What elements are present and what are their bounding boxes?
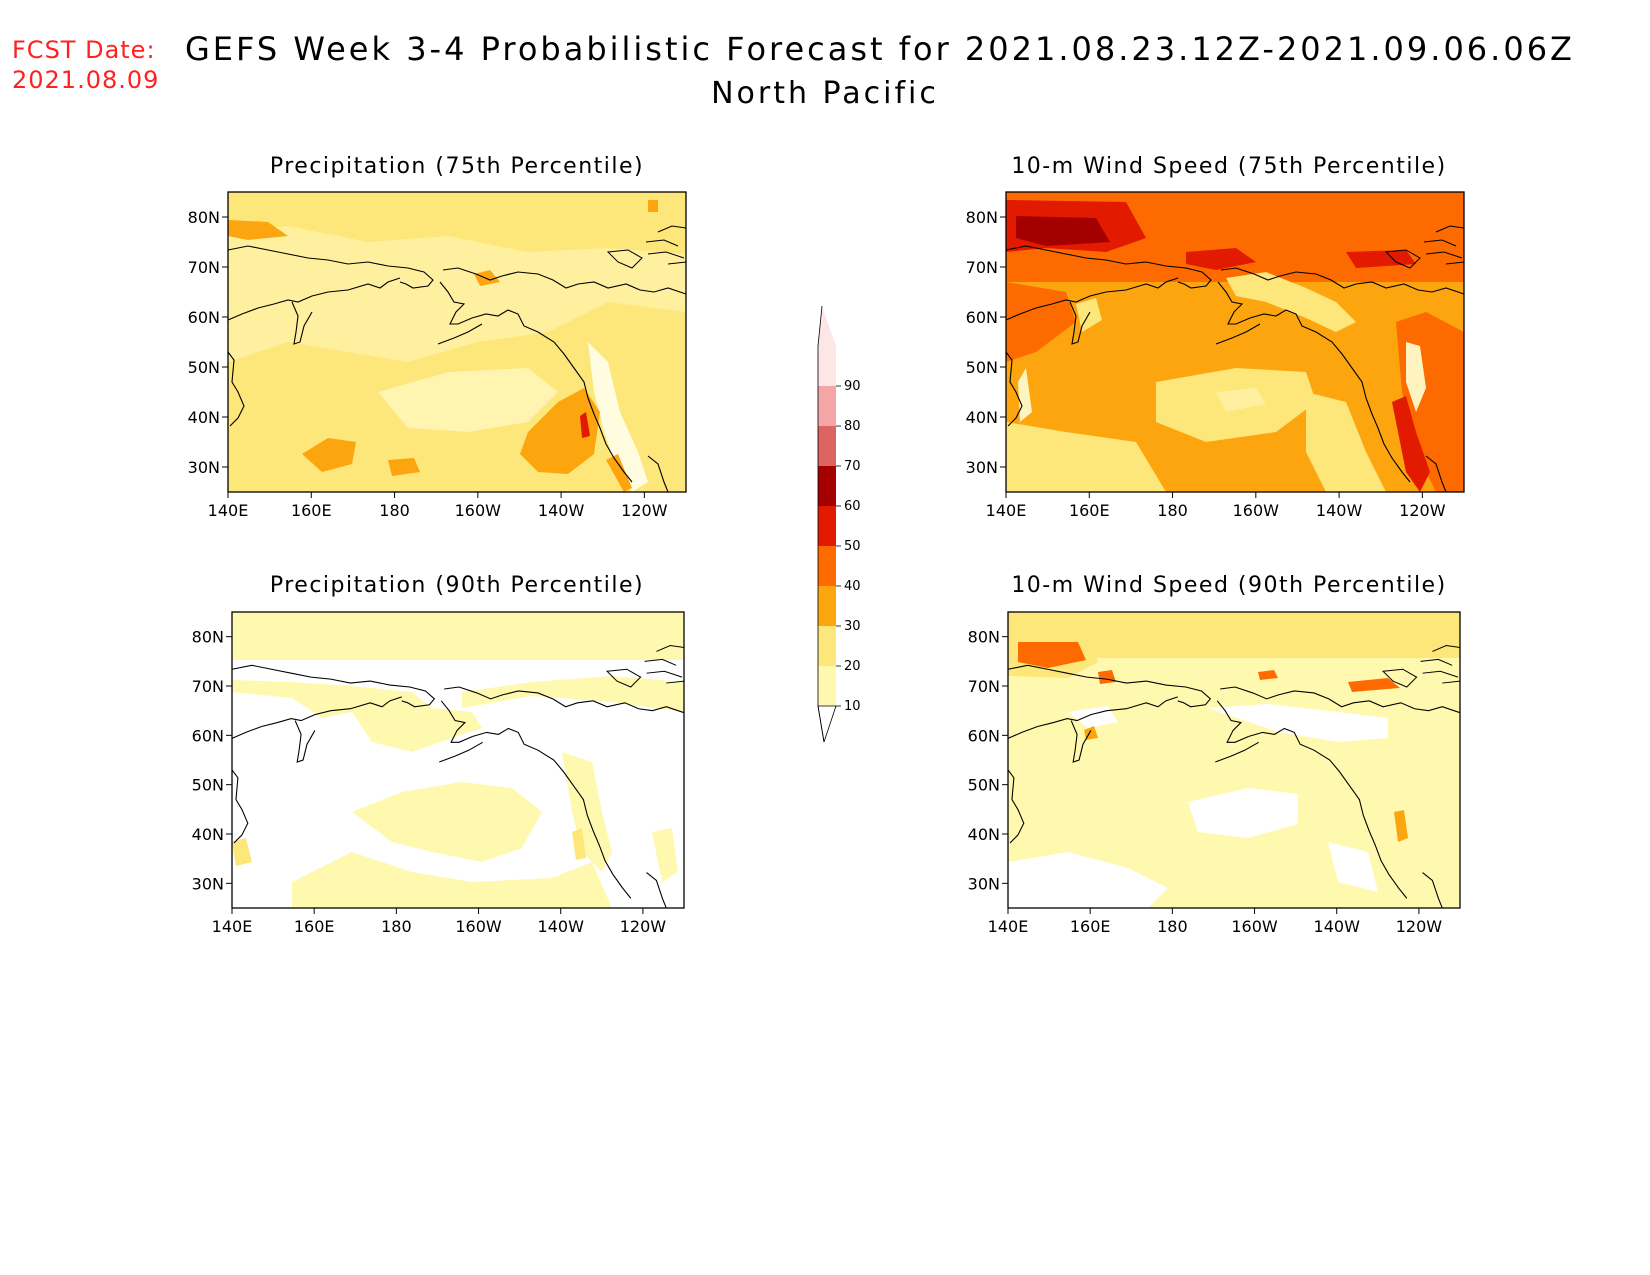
lon-tick-label: 160W <box>1233 501 1280 520</box>
lat-tick-label: 70N <box>968 677 1000 696</box>
lat-tick-label: 80N <box>192 628 224 647</box>
lat-tick-label: 30N <box>188 458 220 477</box>
page-title: GEFS Week 3-4 Probabilistic Forecast for… <box>185 30 1575 68</box>
map-panel-precip75 <box>227 191 687 493</box>
lat-tick-label: 80N <box>188 208 220 227</box>
lon-tick-label: 160W <box>1231 917 1278 936</box>
colorbar-label: 50 <box>844 539 861 554</box>
colorbar-label: 90 <box>844 379 861 394</box>
lat-tick-label: 60N <box>192 726 224 745</box>
lon-tick-label: 140E <box>986 501 1027 520</box>
lat-tick-label: 40N <box>968 825 1000 844</box>
colorbar-label: 30 <box>844 619 861 634</box>
lon-tick-label: 120W <box>1396 917 1443 936</box>
lon-tick-label: 140E <box>212 917 253 936</box>
colorbar-swatch <box>818 666 836 706</box>
lat-tick-label: 40N <box>192 825 224 844</box>
colorbar-top-cap <box>818 306 836 346</box>
colorbar-label: 20 <box>844 659 861 674</box>
panel-title-wind90: 10-m Wind Speed (90th Percentile) <box>1011 573 1447 598</box>
panel-title-precip90: Precipitation (90th Percentile) <box>269 573 645 598</box>
lon-tick-label: 160W <box>455 917 502 936</box>
map-panel-wind90 <box>1007 611 1461 909</box>
lon-tick-label: 140E <box>208 501 249 520</box>
lon-tick-label: 160W <box>455 501 502 520</box>
lon-tick-label: 160E <box>1070 917 1111 936</box>
lon-tick-label: 180 <box>379 501 410 520</box>
colorbar-label: 60 <box>844 499 861 514</box>
lon-tick-label: 140W <box>538 501 585 520</box>
lat-tick-label: 50N <box>192 776 224 795</box>
lon-tick-label: 160E <box>294 917 335 936</box>
map-panel-precip90 <box>231 611 685 909</box>
lat-tick-label: 70N <box>192 677 224 696</box>
panel-title-wind75: 10-m Wind Speed (75th Percentile) <box>1011 154 1447 179</box>
colorbar-swatch <box>818 386 836 426</box>
lat-tick-label: 40N <box>966 408 998 427</box>
lon-tick-label: 160E <box>1069 501 1110 520</box>
lat-tick-label: 60N <box>968 726 1000 745</box>
colorbar-label: 70 <box>844 459 861 474</box>
lat-tick-label: 30N <box>968 874 1000 893</box>
lat-tick-label: 30N <box>966 458 998 477</box>
lon-tick-label: 140E <box>988 917 1029 936</box>
colorbar-label: 10 <box>844 699 861 714</box>
lon-tick-label: 140W <box>538 917 585 936</box>
colorbar-legend: 10 20 30 40 50 60 70 80 90 <box>817 305 861 743</box>
lat-tick-label: 70N <box>966 258 998 277</box>
lon-tick-label: 120W <box>620 917 667 936</box>
colorbar-swatch <box>818 346 836 386</box>
lat-tick-label: 30N <box>192 874 224 893</box>
lat-tick-label: 60N <box>966 308 998 327</box>
lon-tick-label: 180 <box>1157 501 1188 520</box>
lon-tick-label: 180 <box>1157 917 1188 936</box>
colorbar-swatch <box>818 466 836 506</box>
lon-tick-label: 140W <box>1314 917 1361 936</box>
lat-tick-label: 80N <box>968 628 1000 647</box>
lon-tick-label: 160E <box>291 501 332 520</box>
lat-tick-label: 60N <box>188 308 220 327</box>
colorbar-swatch <box>818 506 836 546</box>
colorbar-swatch <box>818 546 836 586</box>
lat-tick-label: 40N <box>188 408 220 427</box>
lat-tick-label: 70N <box>188 258 220 277</box>
lon-tick-label: 120W <box>621 501 668 520</box>
forecast-date-value: 2021.08.09 <box>12 66 160 94</box>
map-panel-wind75 <box>1005 191 1465 493</box>
colorbar-swatch <box>818 426 836 466</box>
lat-tick-label: 80N <box>966 208 998 227</box>
colorbar-outline <box>817 305 825 743</box>
lon-tick-label: 180 <box>381 917 412 936</box>
lat-tick-label: 50N <box>968 776 1000 795</box>
lon-tick-label: 120W <box>1399 501 1446 520</box>
axis-layer: 140E 160E 180 160W 140W 120W 80N 70N 60N 50N 40N 30… <box>188 208 1446 936</box>
colorbar-swatch <box>818 586 836 626</box>
forecast-date-label: FCST Date: <box>12 36 156 64</box>
page-subtitle: North Pacific <box>711 76 939 111</box>
lon-tick-label: 140W <box>1316 501 1363 520</box>
panel-title-precip75: Precipitation (75th Percentile) <box>269 154 645 179</box>
colorbar-label: 40 <box>844 579 861 594</box>
lat-tick-label: 50N <box>966 358 998 377</box>
lat-tick-label: 50N <box>188 358 220 377</box>
colorbar-swatch <box>818 626 836 666</box>
colorbar-label: 80 <box>844 419 861 434</box>
